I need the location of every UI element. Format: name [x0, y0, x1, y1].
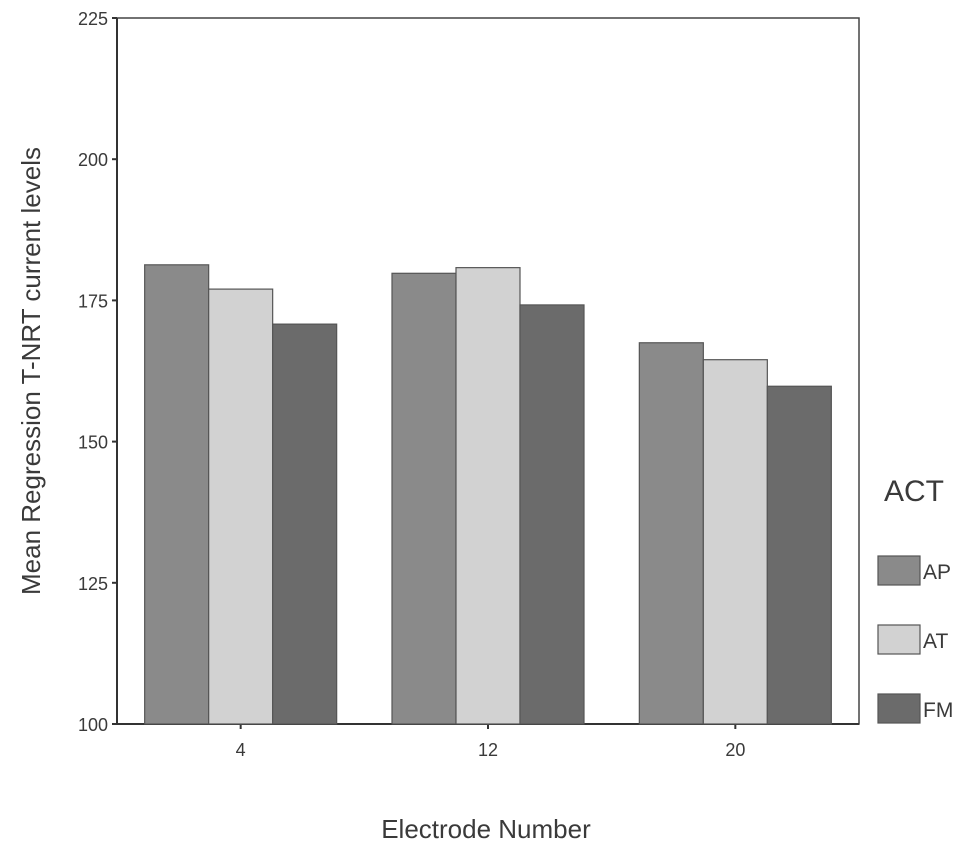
x-axis-ticks: 4 12 20: [236, 724, 745, 760]
y-tick-label: 175: [78, 291, 108, 311]
y-tick-label: 200: [78, 150, 108, 170]
y-axis-title: Mean Regression T-NRT current levels: [16, 147, 46, 595]
x-axis-title: Electrode Number: [381, 814, 591, 844]
x-tick-label: 4: [236, 740, 246, 760]
legend-swatch-fm: [877, 693, 921, 724]
legend-items: AP AT FM: [877, 555, 953, 724]
bar-at-electrode-4: [208, 288, 274, 725]
y-tick-label: 150: [78, 433, 108, 453]
bar-ap-electrode-4: [144, 264, 210, 725]
y-tick-label: 125: [78, 574, 108, 594]
legend-title: ACT: [884, 475, 944, 508]
bar-fm-electrode-12: [519, 304, 585, 725]
legend: ACT AP AT FM: [877, 475, 953, 724]
legend-label-at: AT: [923, 630, 948, 653]
legend-label-ap: AP: [923, 561, 951, 584]
bar-ap-electrode-20: [638, 342, 704, 725]
legend-swatch-ap: [877, 555, 921, 586]
y-tick-label: 225: [78, 9, 108, 29]
bar-fm-electrode-4: [272, 323, 338, 725]
y-axis-ticks: 100 125 150 175 200 225: [78, 9, 117, 735]
bars-group: [144, 264, 832, 725]
bar-at-electrode-20: [702, 359, 768, 725]
x-tick-label: 12: [478, 740, 498, 760]
bar-fm-electrode-20: [766, 385, 832, 725]
legend-swatch-at: [877, 624, 921, 655]
x-tick-label: 20: [725, 740, 745, 760]
bar-ap-electrode-12: [391, 272, 457, 725]
bar-at-electrode-12: [455, 267, 521, 725]
legend-label-fm: FM: [923, 699, 953, 722]
y-tick-label: 100: [78, 715, 108, 735]
